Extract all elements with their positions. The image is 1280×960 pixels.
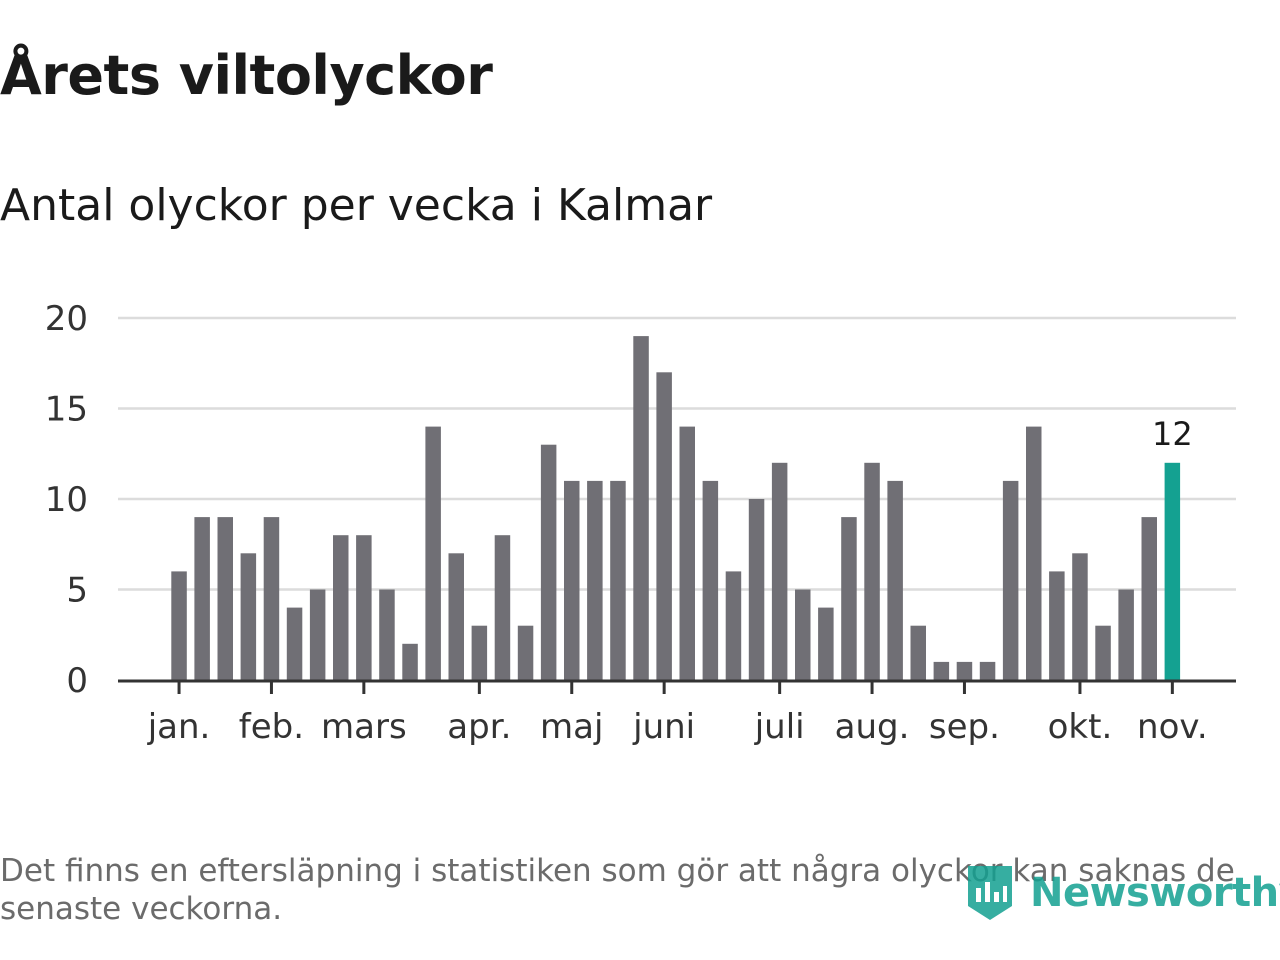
bar bbox=[540, 444, 557, 680]
chart-subtitle: Antal olyckor per vecka i Kalmar bbox=[0, 180, 713, 231]
bar bbox=[1026, 426, 1042, 680]
bar bbox=[1002, 480, 1019, 680]
bar bbox=[633, 336, 649, 680]
x-tick-label-juni: juni bbox=[632, 707, 695, 747]
bar-chart: 0 5 10 15 20 12 jan. feb. mars apr. maj juni juli aug… bbox=[45, 299, 1236, 747]
bar bbox=[471, 625, 488, 680]
bar bbox=[309, 589, 326, 680]
bar bbox=[517, 625, 534, 680]
bar bbox=[1049, 571, 1065, 680]
bar bbox=[171, 571, 187, 680]
chart-title: Årets viltolyckor bbox=[0, 44, 493, 107]
bar bbox=[564, 480, 580, 680]
bar bbox=[194, 517, 210, 680]
bar bbox=[679, 426, 695, 680]
bar bbox=[402, 643, 418, 680]
footnote: Det finns en eftersläpning i statistiken… bbox=[0, 853, 1235, 927]
bar bbox=[1072, 553, 1088, 680]
bar bbox=[771, 462, 788, 680]
bar bbox=[333, 535, 349, 680]
bar bbox=[656, 372, 672, 680]
bar bbox=[286, 607, 303, 680]
bar bbox=[356, 535, 372, 680]
bar bbox=[910, 625, 926, 680]
data-label-highlight: 12 bbox=[1152, 415, 1193, 453]
bar bbox=[587, 480, 603, 680]
x-tick-label-sep: sep. bbox=[929, 707, 1000, 747]
x-tick-label-nov: nov. bbox=[1137, 707, 1208, 747]
bar bbox=[1095, 625, 1111, 680]
y-tick-label-20: 20 bbox=[45, 299, 88, 339]
bar bbox=[448, 553, 464, 680]
bar bbox=[240, 553, 257, 680]
newsworthy-logo-icon bbox=[968, 866, 1012, 920]
bar bbox=[425, 426, 441, 680]
bar-highlight bbox=[1164, 462, 1181, 680]
bar bbox=[725, 571, 742, 680]
bar bbox=[702, 480, 719, 680]
bar bbox=[979, 661, 996, 680]
bar bbox=[379, 589, 395, 680]
y-tick-label-10: 10 bbox=[45, 480, 88, 520]
newsworthy-logo: Newsworthy bbox=[964, 862, 1280, 924]
bar bbox=[933, 661, 950, 680]
bar bbox=[494, 535, 511, 680]
x-tick-label-jan: jan. bbox=[147, 707, 211, 747]
logo-text: Newsworthy bbox=[1030, 870, 1280, 916]
bar bbox=[263, 517, 280, 680]
bar bbox=[795, 589, 811, 680]
x-tick-label-aug: aug. bbox=[835, 707, 910, 747]
x-tick-label-mars: mars bbox=[321, 707, 407, 747]
x-tick-label-juli: juli bbox=[754, 707, 805, 747]
bar bbox=[217, 517, 233, 680]
x-tick-label-feb: feb. bbox=[239, 707, 304, 747]
bar bbox=[864, 462, 880, 680]
bar bbox=[887, 480, 903, 680]
x-tick-label-maj: maj bbox=[540, 707, 603, 747]
bar bbox=[748, 499, 765, 680]
x-tick-label-okt: okt. bbox=[1048, 707, 1113, 747]
bar bbox=[1141, 517, 1157, 680]
y-tick-label-0: 0 bbox=[66, 661, 88, 701]
x-tick-label-apr: apr. bbox=[447, 707, 511, 747]
y-tick-label-15: 15 bbox=[45, 390, 88, 430]
y-tick-label-5: 5 bbox=[66, 571, 88, 611]
bar bbox=[1118, 589, 1134, 680]
bar bbox=[841, 517, 857, 680]
bar bbox=[956, 661, 973, 680]
bar bbox=[818, 607, 834, 680]
bar bbox=[610, 480, 626, 680]
